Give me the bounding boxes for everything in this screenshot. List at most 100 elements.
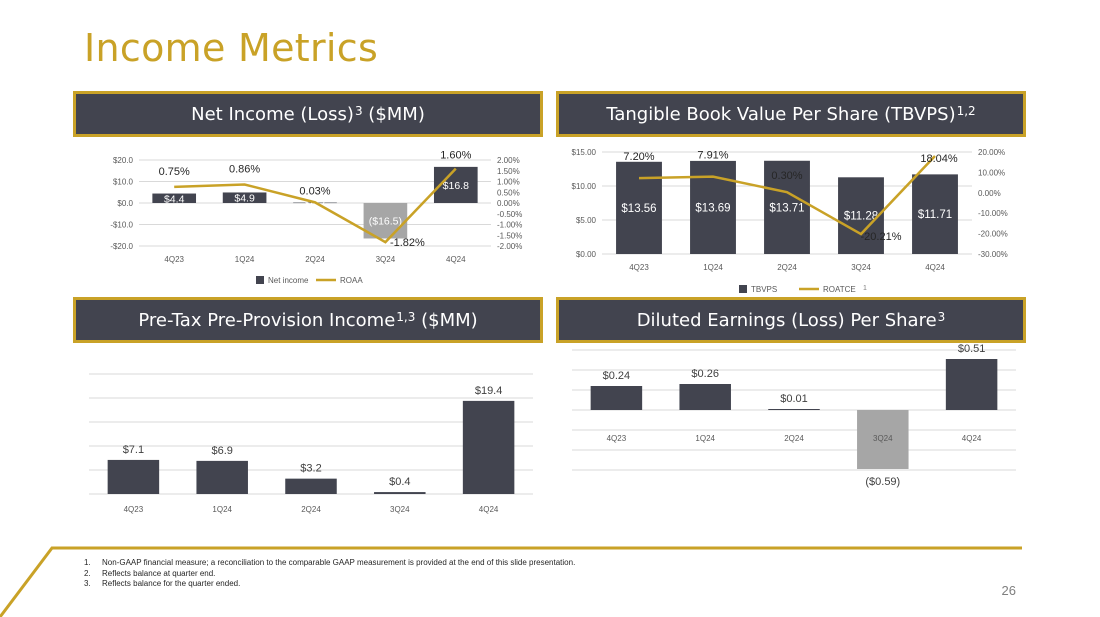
line-data-label: 0.86% — [229, 164, 260, 176]
legend-label: ROAA — [340, 276, 363, 285]
pretax-header-text: Pre-Tax Pre-Provision Income — [138, 309, 396, 331]
right-axis-tick-label: -1.50% — [497, 231, 522, 240]
right-axis-tick-label: -1.00% — [497, 221, 522, 230]
bar — [912, 174, 958, 254]
line-data-label: 0.30% — [771, 170, 802, 182]
line-data-label: 0.03% — [299, 185, 330, 197]
right-axis-tick-label: 1.50% — [497, 167, 520, 176]
page-number: 26 — [1001, 583, 1016, 598]
left-axis-tick-label: -$10.0 — [110, 221, 133, 230]
page-title: Income Metrics — [84, 26, 379, 70]
tbvps-header: Tangible Book Value Per Share (TBVPS) 1,2 — [556, 91, 1026, 137]
right-axis-tick-label: -30.00% — [978, 250, 1008, 259]
x-axis-tick-label: 2Q24 — [777, 263, 797, 272]
line-data-label: 1.60% — [440, 150, 471, 162]
bar-data-label: $13.56 — [621, 203, 656, 215]
bar — [374, 492, 426, 494]
bar-data-label: $0.51 — [958, 343, 986, 355]
eps-chart: $0.24 4Q23 $0.26 1Q24 $0.01 2Q24 ($0.59) 3Q24 $0… — [572, 343, 1016, 488]
line-data-label: 0.75% — [159, 166, 190, 178]
bar — [945, 359, 998, 410]
bar-data-label: $13.69 — [695, 202, 730, 214]
x-axis-tick-label: 4Q24 — [446, 255, 466, 264]
x-axis-tick-label: 1Q24 — [703, 263, 723, 272]
legend-superscript: 1 — [863, 285, 867, 292]
left-axis-tick-label: -$20.0 — [110, 242, 133, 251]
x-axis-tick-label: 4Q23 — [164, 255, 184, 264]
bar — [462, 400, 515, 494]
roaa-line — [174, 167, 457, 244]
bar-data-label: $16.8 — [443, 180, 469, 192]
x-axis-tick-label: 4Q24 — [962, 434, 982, 443]
net-income-header-suffix: ($MM) — [362, 103, 425, 125]
x-axis-tick-label: 3Q24 — [376, 255, 396, 264]
x-axis-tick-label: 4Q23 — [124, 505, 144, 514]
x-axis-tick-label: 1Q24 — [212, 505, 232, 514]
x-axis-tick-label: 3Q24 — [873, 434, 893, 443]
tbvps-header-sup: 1,2 — [956, 104, 976, 118]
tbvps-header-text: Tangible Book Value Per Share (TBVPS) — [606, 103, 956, 125]
pretax-header-suffix: ($MM) — [415, 309, 478, 331]
x-axis-tick-label: 4Q24 — [925, 263, 945, 272]
bar-data-label: $19.4 — [475, 385, 503, 397]
net-income-header: Net Income (Loss) 3 ($MM) — [73, 91, 543, 137]
right-axis-tick-label: 2.00% — [497, 156, 520, 165]
net-income-header-sup: 3 — [354, 104, 363, 118]
x-axis-tick-label: 1Q24 — [235, 255, 255, 264]
left-axis-tick-label: $5.00 — [576, 216, 597, 225]
left-axis-tick-label: $0.0 — [117, 199, 133, 208]
tbvps-chart: $0.00 $5.00 $10.00 $15.00 -30.00% -20.00% -10.… — [572, 148, 1008, 294]
decorative-gold-line — [0, 546, 1022, 617]
line-data-label: -20.21% — [861, 231, 902, 243]
left-axis-tick-label: $15.00 — [572, 148, 597, 157]
bar — [222, 192, 267, 203]
footnote: 2. Reflects balance at quarter end. — [84, 568, 216, 578]
bar — [152, 193, 197, 203]
x-axis-tick-label: 3Q24 — [390, 505, 410, 514]
pretax-header: Pre-Tax Pre-Provision Income 1,3 ($MM) — [73, 297, 543, 343]
bar-data-label: ($0.59) — [865, 476, 900, 488]
net-income-chart: -$20.0-$10.0$0.0$10.0$20.0-2.00%-1.50%-1… — [110, 150, 522, 285]
legend-swatch-bar — [256, 276, 264, 284]
x-axis-tick-label: 2Q24 — [784, 434, 804, 443]
bar — [764, 160, 810, 254]
right-axis-tick-label: 0.00% — [497, 199, 520, 208]
bar-data-label: $0.4 — [389, 476, 410, 488]
legend-swatch-bar — [739, 285, 747, 293]
x-axis-tick-label: 4Q24 — [479, 505, 499, 514]
right-axis-tick-label: 1.00% — [497, 178, 520, 187]
footnote: 1. Non-GAAP financial measure; a reconcil… — [84, 558, 576, 567]
right-axis-tick-label: -20.00% — [978, 230, 1008, 239]
footnotes: 1. Non-GAAP financial measure; a reconcil… — [84, 558, 575, 590]
eps-header-text: Diluted Earnings (Loss) Per Share — [636, 309, 937, 331]
bar — [679, 384, 731, 410]
right-axis-tick-label: 0.00% — [978, 189, 1001, 198]
right-axis-tick-label: -0.50% — [497, 210, 522, 219]
line-data-label: 18.04% — [920, 153, 958, 165]
legend-label: ROATCE — [823, 285, 856, 294]
x-axis-tick-label: 3Q24 — [851, 263, 871, 272]
bar-data-label: $7.1 — [123, 444, 144, 456]
right-axis-tick-label: 0.50% — [497, 188, 520, 197]
bar-data-label: $3.2 — [300, 463, 321, 475]
bar-data-label: $0.01 — [780, 393, 808, 405]
bar-data-label: $13.71 — [769, 202, 804, 214]
bar-data-label: ($16.5) — [369, 216, 402, 228]
left-axis-tick-label: $10.0 — [113, 178, 134, 187]
bar — [838, 177, 884, 254]
bar-data-label: $0.24 — [603, 370, 631, 382]
bar — [590, 386, 643, 410]
bar — [107, 459, 160, 494]
x-axis-tick-label: 2Q24 — [301, 505, 321, 514]
x-axis-tick-label: 4Q23 — [607, 434, 627, 443]
left-axis-tick-label: $0.00 — [576, 250, 597, 259]
x-axis-tick-label: 1Q24 — [695, 434, 715, 443]
right-axis-tick-label: 20.00% — [978, 148, 1005, 157]
bar — [857, 410, 909, 469]
left-axis-tick-label: $20.0 — [113, 156, 134, 165]
left-axis-tick-label: $10.00 — [572, 182, 597, 191]
bar — [196, 460, 248, 494]
line-data-label: -1.82% — [390, 237, 425, 249]
right-axis-tick-label: 10.00% — [978, 168, 1005, 177]
line-data-label: 7.20% — [623, 151, 654, 163]
